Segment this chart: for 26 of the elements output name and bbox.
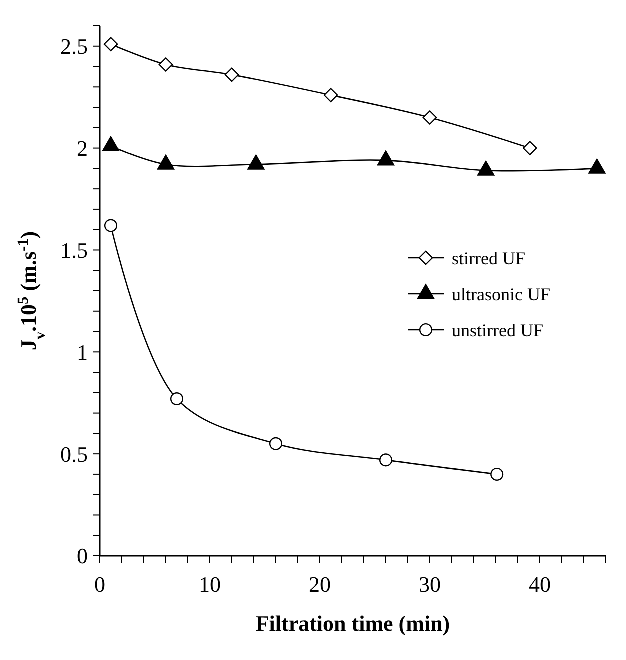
legend-label: unstirred UF bbox=[452, 320, 544, 340]
x-tick-label: 10 bbox=[199, 572, 221, 597]
point bbox=[104, 219, 118, 232]
legend-label: stirred UF bbox=[452, 248, 526, 268]
point bbox=[170, 392, 184, 406]
y-tick-label: 1 bbox=[77, 340, 88, 365]
x-tick-label: 40 bbox=[529, 572, 551, 597]
y-tick-label: 0 bbox=[77, 544, 88, 569]
point bbox=[158, 58, 174, 72]
point bbox=[422, 110, 438, 125]
point bbox=[224, 68, 240, 82]
x-axis-title: Filtration time (min) bbox=[256, 611, 450, 636]
y-tick-label: 0.5 bbox=[60, 442, 88, 467]
point bbox=[269, 437, 283, 450]
y-tick-label: 1.5 bbox=[60, 238, 88, 263]
point bbox=[104, 37, 118, 52]
x-tick-label: 20 bbox=[309, 572, 331, 597]
point bbox=[379, 454, 393, 467]
y-tick-label: 2.5 bbox=[60, 34, 88, 60]
point bbox=[324, 88, 338, 102]
x-tick-label: 30 bbox=[419, 572, 441, 597]
legend-label: ultrasonic UF bbox=[452, 284, 550, 304]
point bbox=[490, 468, 504, 481]
y-tick-label: 2 bbox=[77, 136, 88, 162]
x-tick-label: 0 bbox=[94, 572, 106, 597]
point bbox=[522, 141, 538, 156]
